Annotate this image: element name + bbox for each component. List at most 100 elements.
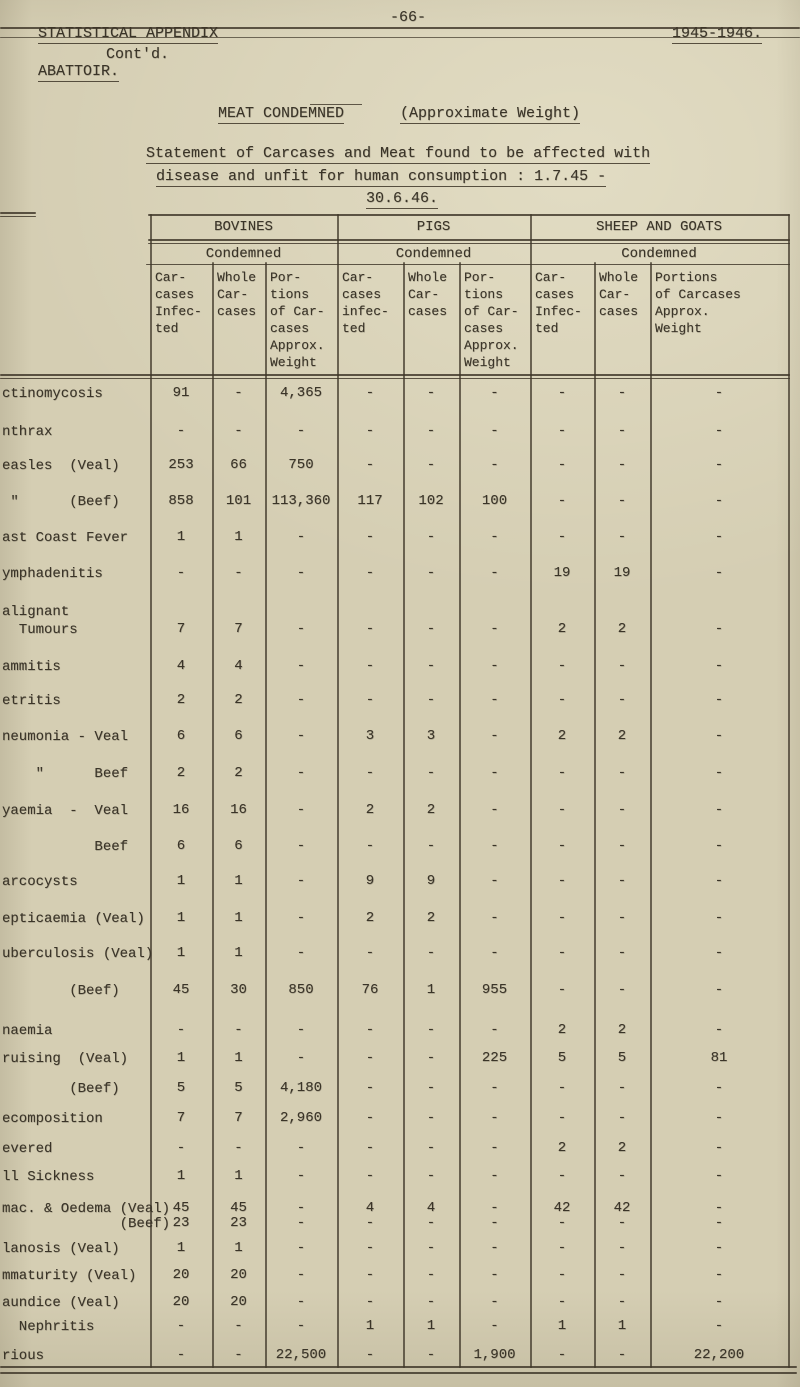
table-cell-value: -: [490, 658, 499, 674]
table-cell-value: -: [426, 838, 436, 854]
table-cell-value: 9: [365, 873, 375, 889]
table-cell-value: 117: [357, 493, 383, 509]
table-cell-value: 5: [557, 1050, 567, 1066]
table-cell-value: -: [426, 1168, 436, 1184]
table-cell-value: 1: [234, 529, 243, 545]
table-cell-value: 2: [176, 692, 186, 708]
table-cell-value: -: [365, 621, 375, 637]
table-cell-value: -: [714, 423, 724, 439]
table-cell-value: -: [714, 1318, 724, 1334]
table-cell-value: -: [557, 423, 567, 439]
table-cell-value: -: [617, 1215, 627, 1231]
table-cell-value: -: [365, 765, 375, 781]
table-cell-value: -: [714, 529, 724, 545]
table-row-label: (Beef): [2, 1216, 171, 1232]
table-cell-value: -: [176, 1347, 186, 1363]
table-cell-value: -: [365, 1347, 375, 1363]
table-cell-value: 23: [230, 1215, 247, 1231]
table-cell-value: -: [557, 457, 567, 473]
table-cell-value: -: [234, 1022, 243, 1038]
table-column-line: [459, 262, 461, 1368]
table-cell-value: 2: [557, 1140, 567, 1156]
table-cell-value: -: [365, 1294, 375, 1310]
table-cell-value: -: [714, 1294, 724, 1310]
table-cell-value: -: [426, 1215, 436, 1231]
group-header-bovines: BOVINES: [214, 219, 273, 235]
condemned-subheader: Condemned: [205, 246, 282, 262]
table-cell-value: 1: [176, 910, 186, 926]
column-header: Whole Car- cases: [408, 270, 448, 319]
condemned-subheader: Condemned: [395, 246, 472, 262]
group-header-sheep-and-goats: SHEEP AND GOATS: [595, 219, 723, 235]
table-cell-value: -: [714, 728, 724, 744]
table-cell-value: -: [557, 982, 567, 998]
table-cell-value: -: [490, 1318, 499, 1334]
table-cell-value: 2: [176, 765, 186, 781]
table-cell-value: 1: [176, 1168, 186, 1184]
table-cell-value: -: [426, 1267, 436, 1283]
table-cell-value: -: [714, 873, 724, 889]
table-cell-value: -: [365, 423, 375, 439]
table-cell-value: -: [176, 423, 186, 439]
table-row-label: ammitis: [2, 659, 61, 675]
table-cell-value: -: [176, 1022, 186, 1038]
table-cell-value: -: [714, 1168, 724, 1184]
table-cell-value: 1: [617, 1318, 627, 1334]
table-cell-value: -: [296, 765, 306, 781]
table-cell-value: -: [296, 945, 306, 961]
table-cell-value: -: [176, 565, 186, 581]
table-cell-value: -: [365, 1240, 375, 1256]
table-cell-value: 1: [234, 873, 243, 889]
table-cell-value: 42: [613, 1200, 631, 1216]
table-cell-value: -: [426, 1080, 436, 1096]
table-row-label: Beef: [2, 839, 129, 855]
table-cell-value: 81: [710, 1050, 728, 1066]
table-cell-value: 6: [176, 728, 186, 744]
table-cell-value: 19: [553, 565, 571, 581]
column-header: Car- cases infec- ted: [342, 270, 389, 336]
table-cell-value: 113,360: [271, 493, 331, 509]
table-cell-value: -: [617, 385, 627, 401]
table-cell-value: 2: [365, 802, 375, 818]
doc-title-paren: (Approximate Weight): [400, 105, 581, 124]
table-row-label: evered: [2, 1141, 53, 1157]
table-cell-value: -: [296, 1215, 306, 1231]
table-cell-value: -: [426, 1110, 436, 1126]
table-column-line: [530, 214, 532, 1368]
table-cell-value: -: [490, 1022, 499, 1038]
table-cell-value: -: [426, 1140, 436, 1156]
table-cell-value: -: [714, 802, 724, 818]
table-cell-value: 253: [168, 457, 194, 473]
table-cell-value: -: [490, 529, 499, 545]
table-cell-value: 750: [288, 457, 314, 473]
table-cell-value: 2: [557, 728, 567, 744]
column-header: Car- cases Infec- ted: [155, 270, 202, 336]
doc-title-main: MEAT CONDEMNED: [218, 105, 345, 124]
table-cell-value: -: [365, 945, 375, 961]
table-cell-value: -: [490, 1110, 499, 1126]
table-cell-value: -: [426, 1022, 436, 1038]
table-row-label: nthrax: [2, 424, 53, 440]
table-cell-value: -: [617, 1080, 627, 1096]
table-cell-value: 4: [426, 1200, 436, 1216]
table-cell-value: -: [365, 1140, 375, 1156]
table-cell-value: 1: [234, 1240, 243, 1256]
table-cell-value: 9: [426, 873, 436, 889]
table-cell-value: 1: [365, 1318, 375, 1334]
page-number: -66-: [390, 9, 427, 26]
table-row-label: etritis: [2, 693, 61, 709]
table-cell-value: -: [490, 728, 499, 744]
table-cell-value: 16: [230, 802, 247, 818]
table-cell-value: -: [490, 692, 499, 708]
table-cell-value: -: [490, 621, 499, 637]
table-row-label: alignant Tumours: [2, 604, 78, 638]
table-cell-value: -: [426, 1050, 436, 1066]
table-rule: [148, 239, 790, 241]
table-cell-value: -: [365, 1267, 375, 1283]
table-cell-value: 850: [288, 982, 314, 998]
table-cell-value: -: [617, 910, 627, 926]
table-row-label: easles (Veal): [2, 458, 120, 474]
table-cell-value: -: [557, 1110, 567, 1126]
table-cell-value: -: [296, 838, 306, 854]
table-row-label: ctinomycosis: [2, 386, 103, 402]
